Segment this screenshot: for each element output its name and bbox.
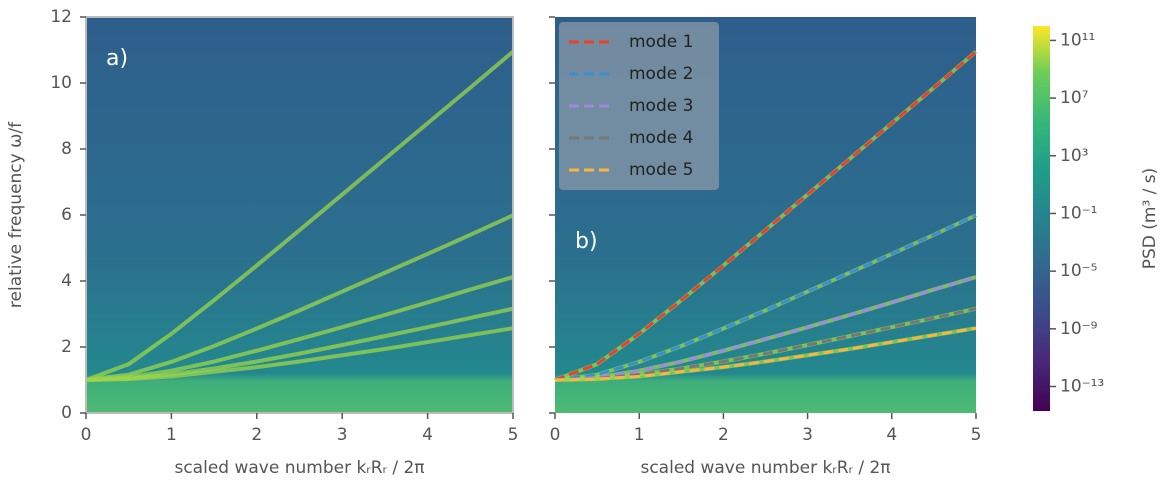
x-tick-label: 2 [251, 425, 262, 445]
y-tick-label: 6 [61, 205, 72, 225]
panel-label: a) [106, 46, 128, 71]
x-tick-label: 3 [337, 425, 348, 445]
spectral-ridge [85, 50, 515, 382]
y-tick-label: 4 [61, 271, 72, 291]
colorbar-tick-label: 10³ [1060, 146, 1088, 166]
x-tick-label: 2 [718, 425, 729, 445]
colorbar-tick-label: 10⁻¹ [1060, 203, 1097, 223]
legend-label: mode 1 [629, 32, 693, 52]
heatmap [86, 17, 513, 413]
legend-label: mode 3 [629, 96, 693, 116]
mode-line [554, 275, 977, 382]
mode-line [554, 307, 977, 382]
x-tick-label: 1 [634, 425, 645, 445]
panel-label: b) [575, 229, 598, 254]
y-axis-label: relative frequency ω/f [6, 121, 26, 308]
mode-line [554, 213, 977, 382]
mode-line [554, 326, 977, 382]
x-tick-label: 5 [971, 425, 982, 445]
x-tick-label: 5 [508, 425, 519, 445]
colorbar-label: PSD (m³ / s) [1140, 168, 1160, 270]
x-tick-label: 3 [802, 425, 813, 445]
y-tick-label: 8 [61, 139, 72, 159]
y-tick-label: 2 [61, 337, 72, 357]
colorbar-tick-label: 10⁻⁵ [1060, 261, 1097, 281]
legend-box [559, 22, 719, 190]
y-tick-label: 12 [50, 7, 72, 27]
x-tick-label: 0 [81, 425, 92, 445]
x-axis-label: scaled wave number kᵣRᵣ / 2π [174, 458, 424, 478]
spectral-ridge [85, 326, 514, 382]
x-tick-label: 4 [886, 425, 897, 445]
mode-line [554, 50, 977, 382]
x-tick-label: 4 [422, 425, 433, 445]
x-tick-label: 1 [166, 425, 177, 445]
legend-label: mode 5 [629, 160, 693, 180]
colorbar-tick-label: 10¹¹ [1060, 30, 1095, 50]
legend-label: mode 2 [629, 64, 693, 84]
spectral-ridge [85, 213, 514, 382]
y-tick-label: 0 [61, 403, 72, 423]
colorbar-tick-label: 10⁻¹³ [1060, 377, 1104, 397]
colorbar-tick-label: 10⁻⁹ [1060, 319, 1098, 339]
y-tick-label: 10 [50, 73, 72, 93]
colorbar [1033, 26, 1050, 411]
legend-label: mode 4 [629, 128, 693, 148]
x-tick-label: 0 [550, 425, 561, 445]
colorbar-tick-label: 10⁷ [1060, 88, 1089, 108]
x-axis-label: scaled wave number kᵣRᵣ / 2π [640, 458, 890, 478]
spectral-ridge [85, 275, 514, 382]
